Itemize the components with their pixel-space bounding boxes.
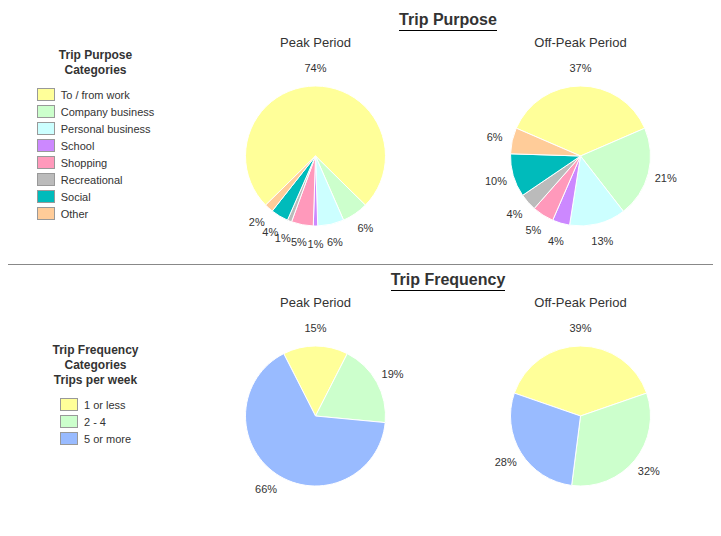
html-text:Trip Purpose: Trip Purpose [58,48,133,62]
svg-text:13%: 13% [591,235,613,247]
html-text:Trip Frequency: Trip Frequency [52,343,139,357]
html-text:Categories: Categories [64,63,127,77]
svg-text:4%: 4% [548,235,564,247]
html-text:Recreational: Recreational [60,173,123,186]
html-text:Categories: Categories [64,358,127,372]
svg-text:37%: 37% [569,62,591,74]
svg-text:19%: 19% [382,368,404,380]
html-text:Other: Other [60,207,89,220]
html-text:Social: Social [60,190,91,203]
svg-text:4%: 4% [262,225,279,238]
html-text:2 - 4: 2 - 4 [84,415,106,428]
svg-text:15%: 15% [304,322,326,334]
html-text:To / from work: To / from work [60,88,130,101]
svg-text:1%: 1% [308,238,324,250]
svg-text:6%: 6% [487,131,503,143]
svg-text:5%: 5% [525,224,541,236]
svg-text:1%: 1% [274,231,291,244]
svg-text:2%: 2% [249,216,265,228]
html-text:Trips per week: Trips per week [53,373,138,387]
svg-text:28%: 28% [495,456,517,468]
html-text:Trip Purpose: Trip Purpose [399,11,497,28]
html-text:Peak Period: Peak Period [280,295,351,310]
html-text:1 or less: 1 or less [84,398,126,411]
html-text:5 or more: 5 or more [84,432,131,445]
html-text:Trip Frequency: Trip Frequency [390,271,506,288]
svg-text:39%: 39% [569,322,591,334]
svg-text:66%: 66% [255,483,277,495]
html-text:School: School [60,139,95,152]
svg-text:6%: 6% [327,236,343,248]
svg-text:5%: 5% [291,236,307,248]
html-text:Company business: Company business [60,105,155,118]
html-text:Shopping: Shopping [60,156,108,169]
svg-text:21%: 21% [655,172,677,184]
html-text:Peak Period: Peak Period [280,35,351,50]
html-text:Personal business: Personal business [60,122,151,135]
html-text:Off-Peak Period: Off-Peak Period [534,295,627,310]
svg-text:6%: 6% [357,222,373,234]
svg-text:74%: 74% [304,62,326,74]
svg-text:10%: 10% [485,175,507,187]
html-text:Off-Peak Period: Off-Peak Period [534,35,627,50]
svg-text:4%: 4% [507,208,523,220]
svg-text:32%: 32% [638,465,660,477]
